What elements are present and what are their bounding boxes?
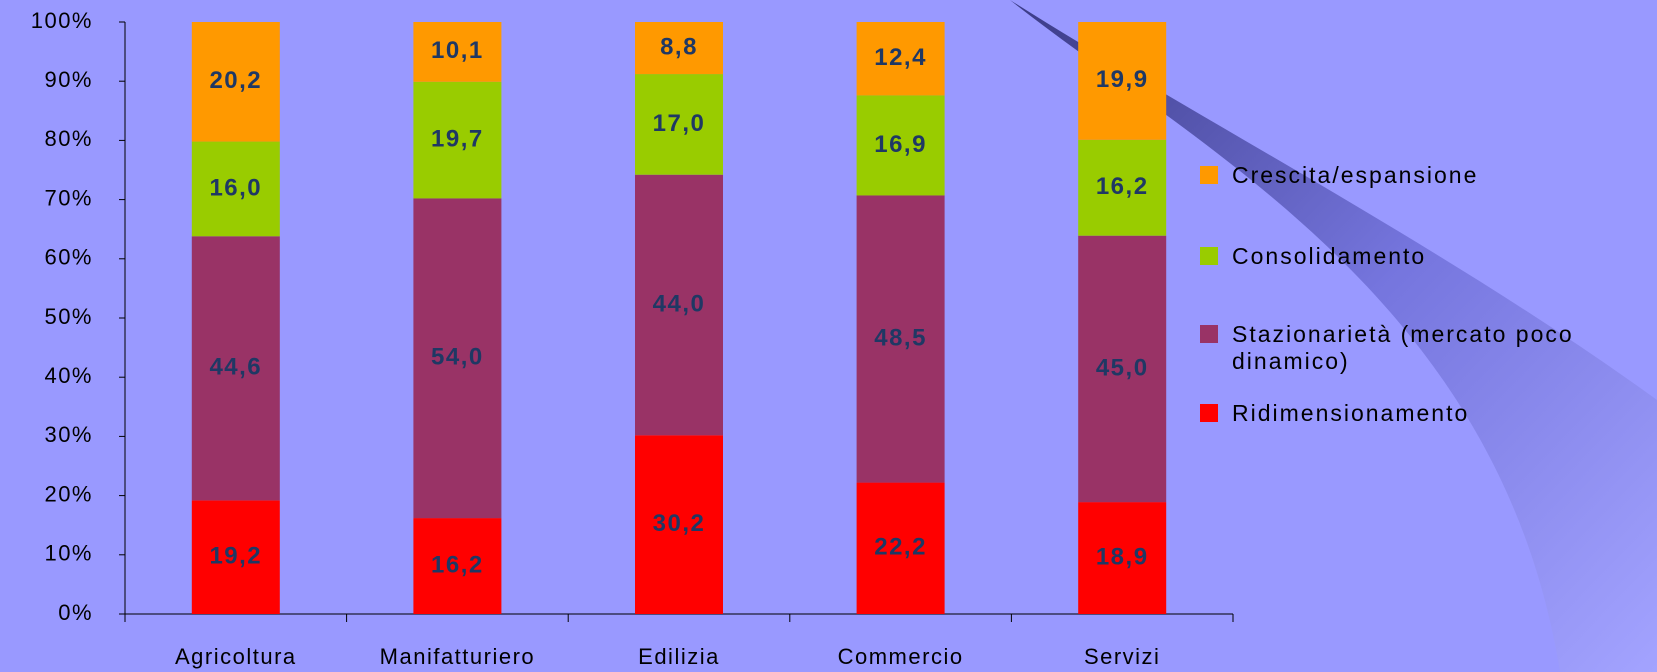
bar-segment	[856, 482, 945, 614]
legend-swatch	[1200, 404, 1218, 422]
value-label: 19,9	[1096, 66, 1149, 93]
value-label: 54,0	[431, 344, 484, 371]
y-tick-label: 50%	[44, 304, 93, 329]
value-label: 19,7	[431, 125, 484, 152]
y-tick-label: 80%	[44, 126, 93, 151]
x-tick-label: Servizi	[1084, 644, 1161, 669]
legend-item: Consolidamento	[1200, 243, 1650, 270]
decoration	[1010, 0, 1657, 672]
value-label: 17,0	[653, 110, 706, 137]
bar-segment	[413, 518, 502, 614]
y-tick-label: 40%	[44, 363, 93, 388]
y-tick-label: 100%	[31, 8, 93, 33]
legend-swatch	[1200, 247, 1218, 265]
bar-segment	[856, 22, 945, 96]
bar-segment	[1078, 235, 1167, 503]
value-label: 44,6	[209, 354, 262, 381]
value-label: 10,1	[431, 37, 484, 64]
y-tick-label: 30%	[44, 422, 93, 447]
bar-segment	[635, 74, 723, 175]
legend-label: Stazionarietà (mercato poco dinamico)	[1232, 321, 1574, 374]
value-label: 16,0	[209, 174, 262, 201]
value-label: 12,4	[874, 44, 927, 71]
value-label: 48,5	[874, 324, 927, 351]
bar-segment	[191, 236, 280, 501]
bar-segment	[1078, 22, 1167, 140]
y-tick-label: 70%	[44, 185, 93, 210]
bar-segment	[1078, 139, 1167, 236]
y-tick-label: 20%	[44, 481, 93, 506]
bar-segment	[635, 22, 723, 75]
value-label: 20,2	[209, 67, 262, 94]
legend-label: Consolidamento	[1232, 243, 1427, 269]
legend-label: Ridimensionamento	[1232, 400, 1470, 426]
x-tick-label: Commercio	[838, 644, 964, 669]
bar-segment	[413, 81, 502, 199]
legend-swatch	[1200, 325, 1218, 343]
legend-item: Ridimensionamento	[1200, 400, 1650, 427]
bar-segment	[413, 198, 502, 519]
value-label: 16,2	[431, 551, 484, 578]
legend-item: Stazionarietà (mercato poco dinamico)	[1200, 321, 1650, 375]
plot: 0% 10% 20% 30% 40% 50% 60% 70% 80% 90% 100% Agricol…	[31, 8, 1234, 669]
value-label: 30,2	[653, 510, 706, 537]
value-label: 16,9	[874, 131, 927, 158]
bar-segment	[856, 195, 945, 483]
bar-segment	[635, 435, 723, 614]
legend-item: Crescita/espansione	[1200, 162, 1650, 189]
bar-segment	[635, 174, 723, 436]
value-label: 44,0	[653, 290, 706, 317]
bar-segment	[413, 22, 502, 82]
value-label: 8,8	[660, 33, 698, 60]
y-tick-label: 10%	[44, 541, 93, 566]
bar-segment	[191, 141, 280, 237]
legend-swatch	[1200, 166, 1218, 184]
value-label: 22,2	[874, 534, 927, 561]
bar-segment	[856, 95, 945, 196]
x-tick-label: Manifatturiero	[380, 644, 536, 669]
bar-segment	[191, 22, 280, 142]
y-tick-label: 60%	[44, 245, 93, 270]
value-label: 16,2	[1096, 173, 1149, 200]
value-label: 45,0	[1096, 354, 1149, 381]
x-tick-label: Agricoltura	[175, 644, 297, 669]
bar-segment	[1078, 502, 1167, 614]
y-tick-label: 90%	[44, 67, 93, 92]
value-label: 19,2	[209, 543, 262, 570]
y-tick-label: 0%	[58, 600, 93, 625]
legend-label: Crescita/espansione	[1232, 162, 1479, 188]
x-tick-label: Edilizia	[638, 644, 720, 669]
bar-segment	[191, 500, 280, 614]
value-label: 18,9	[1096, 543, 1149, 570]
